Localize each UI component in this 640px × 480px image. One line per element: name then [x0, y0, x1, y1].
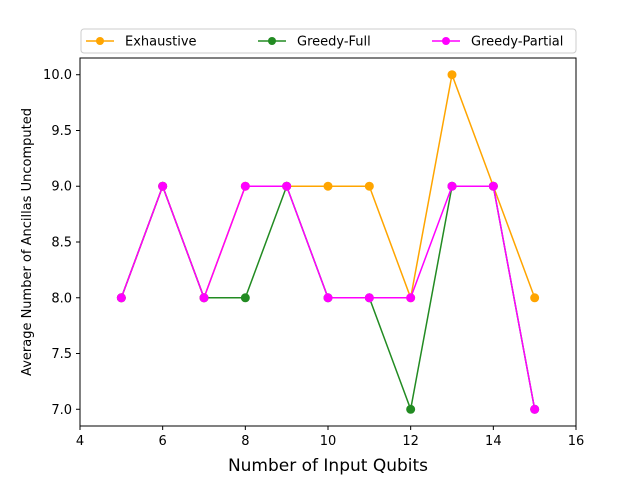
data-point-greedy-partial [488, 181, 498, 191]
legend-entry-greedy-partial: Greedy-Partial [432, 35, 563, 50]
y-axis: 7.0 7.5 8.0 8.5 9.0 9.5 10.0 [43, 68, 80, 418]
legend-entry-exhaustive: Exhaustive [86, 35, 197, 50]
x-axis: 4 6 8 10 12 14 16 [76, 426, 584, 449]
legend-box [80, 28, 577, 54]
data-point-greedy-full [240, 293, 250, 303]
series-layer [116, 70, 540, 414]
data-point-greedy-partial [530, 404, 540, 414]
y-tick-label: 10.0 [43, 68, 72, 83]
x-tick-label: 4 [76, 434, 84, 449]
series-greedy-partial [116, 181, 540, 414]
y-tick-label: 9.5 [51, 124, 72, 139]
y-tick-label: 8.5 [51, 236, 72, 251]
data-point-exhaustive [530, 293, 540, 303]
data-point-greedy-partial [116, 293, 126, 303]
legend-swatch-marker [268, 37, 276, 45]
y-tick-label: 7.5 [51, 347, 72, 362]
x-axis-title: Number of Input Qubits [228, 456, 428, 476]
legend-label: Greedy-Full [297, 35, 371, 50]
data-point-exhaustive [323, 181, 333, 191]
y-tick-label: 7.0 [51, 403, 72, 418]
data-point-greedy-partial [158, 181, 168, 191]
data-point-greedy-partial [406, 293, 416, 303]
data-point-greedy-partial [323, 293, 333, 303]
data-point-exhaustive [447, 70, 457, 80]
x-tick-label: 8 [241, 434, 249, 449]
data-point-greedy-full [406, 404, 416, 414]
y-tick-label: 9.0 [51, 180, 72, 195]
data-point-greedy-partial [240, 181, 250, 191]
data-point-greedy-partial [199, 293, 209, 303]
legend-entry-greedy-full: Greedy-Full [258, 35, 371, 50]
x-tick-label: 10 [320, 434, 337, 449]
x-tick-label: 12 [402, 434, 419, 449]
data-point-exhaustive [364, 181, 374, 191]
y-tick-label: 8.0 [51, 291, 72, 306]
legend: Exhaustive Greedy-Full Greedy-Partial [80, 28, 577, 54]
data-point-greedy-partial [447, 181, 457, 191]
data-point-greedy-partial [282, 181, 292, 191]
legend-swatch-marker [442, 37, 450, 45]
data-point-greedy-partial [364, 293, 374, 303]
legend-label: Greedy-Partial [471, 35, 563, 50]
y-axis-title: Average Number of Ancillas Uncomputed [20, 108, 35, 376]
x-tick-label: 16 [568, 434, 585, 449]
x-tick-label: 6 [159, 434, 167, 449]
x-tick-label: 14 [485, 434, 502, 449]
legend-swatch-marker [96, 37, 104, 45]
legend-label: Exhaustive [125, 35, 197, 50]
